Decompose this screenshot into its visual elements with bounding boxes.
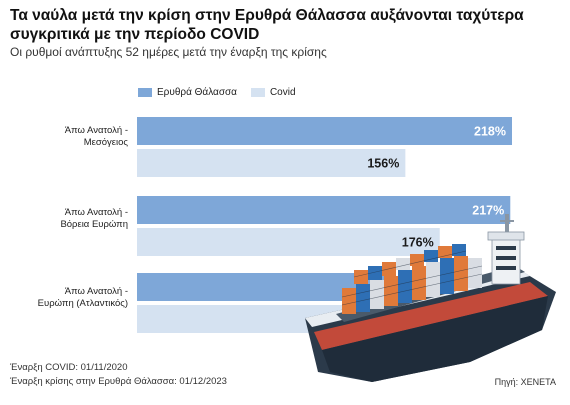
data-label-red-sea-0: 218%	[474, 125, 506, 139]
legend: Ερυθρά Θάλασσα Covid	[138, 87, 296, 98]
bar-red-sea-1	[137, 196, 511, 224]
bar-covid-0	[137, 149, 406, 177]
chart-title: Τα ναύλα μετά την κρίση στην Ερυθρά Θάλα…	[10, 7, 524, 43]
legend-label-red-sea: Ερυθρά Θάλασσα	[157, 87, 237, 98]
bar-covid-1	[137, 228, 440, 256]
legend-label-covid: Covid	[269, 87, 296, 98]
chart-subtitle: Οι ρυθμοί ανάπτυξης 52 ημέρες μετά την έ…	[10, 45, 327, 59]
data-label-covid-1: 176%	[402, 236, 434, 250]
bar-red-sea-0	[137, 117, 512, 145]
legend-item-red-sea: Ερυθρά Θάλασσα	[138, 87, 237, 98]
data-label-covid-0: 156%	[367, 157, 399, 171]
category-label-0: Άπω Ανατολή - Μεσόγειος	[64, 125, 128, 148]
category-label-2: Άπω Ανατολή - Ευρώπη (Ατλαντικός)	[37, 286, 128, 309]
legend-item-covid: Covid	[250, 87, 296, 98]
container-ship-illustration	[305, 214, 556, 382]
footnote-red-sea-start: Έναρξη κρίσης στην Ερυθρά Θάλασσα: 01/12…	[10, 376, 227, 387]
footnote-covid-start: Έναρξη COVID: 01/11/2020	[10, 362, 128, 373]
legend-swatch-covid	[250, 88, 265, 97]
category-label-1: Άπω Ανατολή - Βόρεια Ευρώπη	[60, 207, 128, 230]
bars-group: 218%156%217%176%149%134%	[137, 117, 512, 333]
source-credit: Πηγή: XENETA	[494, 377, 556, 387]
data-label-red-sea-1: 217%	[472, 204, 504, 218]
legend-swatch-red-sea	[138, 88, 152, 97]
